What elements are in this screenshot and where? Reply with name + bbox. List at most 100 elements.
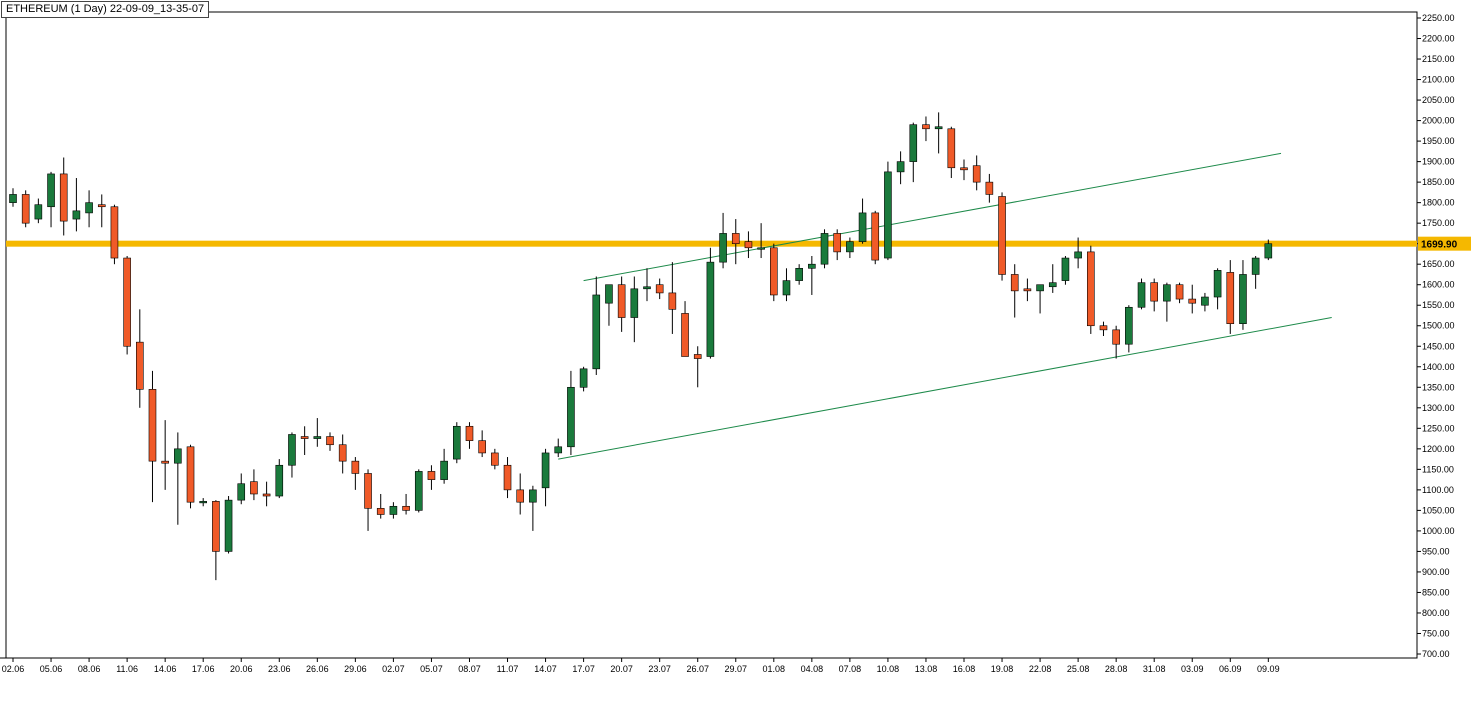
y-tick-label: 2150.00 [1422,54,1455,64]
candle-body [884,171,892,259]
x-tick-label: 11.07 [497,664,519,674]
x-tick-label: 17.07 [572,664,595,674]
y-tick-label: 1250.00 [1422,423,1455,433]
candle-body [288,434,296,466]
y-tick-label: 2050.00 [1422,95,1455,105]
x-tick-label: 02.07 [382,664,405,674]
x-tick-label: 29.06 [344,664,367,674]
candle-body [985,181,994,195]
candle-body [909,124,918,162]
x-tick-label: 14.07 [534,664,557,674]
candle-body [1061,257,1070,281]
candle-body [605,284,613,304]
candle-body [643,286,651,290]
x-tick-label: 28.08 [1105,664,1128,674]
candle-body [1125,306,1133,345]
candle-body [947,128,956,169]
y-tick-label: 1750.00 [1422,218,1455,228]
chart-title: ETHEREUM (1 Day) 22-09-09_13-35-07 [1,1,210,18]
x-tick-label: 17.06 [192,664,215,674]
candle-body [21,194,30,224]
candle-body [414,471,423,511]
channel-lower-line [558,317,1332,460]
y-tick-label: 800.00 [1422,608,1450,618]
candle-body [846,241,854,253]
x-tick-label: 20.07 [610,664,633,674]
candle-body [630,288,639,318]
candle-body [998,196,1006,275]
candle-body [1074,251,1082,259]
x-tick-label: 10.08 [877,664,900,674]
candle-body [820,233,829,265]
x-tick-label: 22.08 [1029,664,1052,674]
y-tick-label: 1350.00 [1422,382,1455,392]
candle-body [186,446,195,503]
candle-body [972,165,981,183]
candle-body [1175,284,1184,300]
y-tick-label: 1300.00 [1422,403,1455,413]
y-tick-label: 750.00 [1422,628,1450,638]
candle-body [567,386,575,448]
candle-body [478,440,486,454]
candle-body [452,425,461,460]
candle-body [693,354,702,359]
x-tick-label: 13.08 [915,664,938,674]
candle-body [934,126,943,130]
candle-body [706,261,715,357]
candle-body [59,173,68,222]
candle-body [110,206,119,259]
y-tick-label: 1550.00 [1422,300,1455,310]
candle-body [313,436,322,439]
y-tick-label: 700.00 [1422,649,1450,659]
y-tick-label: 1950.00 [1422,136,1455,146]
candle-body [1112,329,1120,345]
candle-body [516,489,525,503]
x-tick-label: 31.08 [1143,664,1166,674]
x-tick-label: 16.08 [953,664,976,674]
candle-body [376,508,385,515]
y-tick-label: 2100.00 [1422,75,1455,85]
candle-body [148,389,157,462]
candle-body [351,460,360,474]
y-tick-label: 1850.00 [1422,177,1455,187]
candle-body [465,425,474,441]
y-tick-label: 950.00 [1422,546,1450,556]
candle-body [503,464,512,491]
candle-body [896,161,905,173]
x-tick-label: 14.06 [154,664,177,674]
y-tick-label: 1650.00 [1422,259,1455,269]
candle-body [364,473,372,509]
candle-body [224,499,233,552]
candle-body [719,233,727,263]
candle-body [1023,288,1032,292]
candle-body [427,471,436,480]
candle-body [871,212,880,261]
candle-body [1226,272,1235,324]
candle-body [655,284,664,294]
x-tick-label: 09.09 [1257,664,1280,674]
candle-body [617,284,626,318]
candle-body [922,124,930,130]
candle-body [960,167,968,171]
candle-body [769,247,778,296]
candle-body [833,233,842,253]
candle-body [199,501,207,504]
y-tick-label: 1600.00 [1422,280,1455,290]
candle-body [326,436,334,446]
candle-body [174,448,182,464]
candle-body [579,368,588,388]
x-tick-label: 08.06 [78,664,101,674]
x-tick-label: 25.08 [1067,664,1090,674]
y-tick-label: 2000.00 [1422,116,1455,126]
candle-body [744,241,753,249]
candle-body [389,505,398,515]
candle-body [1188,298,1197,304]
candle-body [1137,282,1146,308]
candle-body [300,436,309,439]
x-tick-label: 06.09 [1219,664,1242,674]
candle-body [782,280,791,296]
x-tick-label: 23.07 [648,664,671,674]
y-tick-label: 850.00 [1422,587,1450,597]
